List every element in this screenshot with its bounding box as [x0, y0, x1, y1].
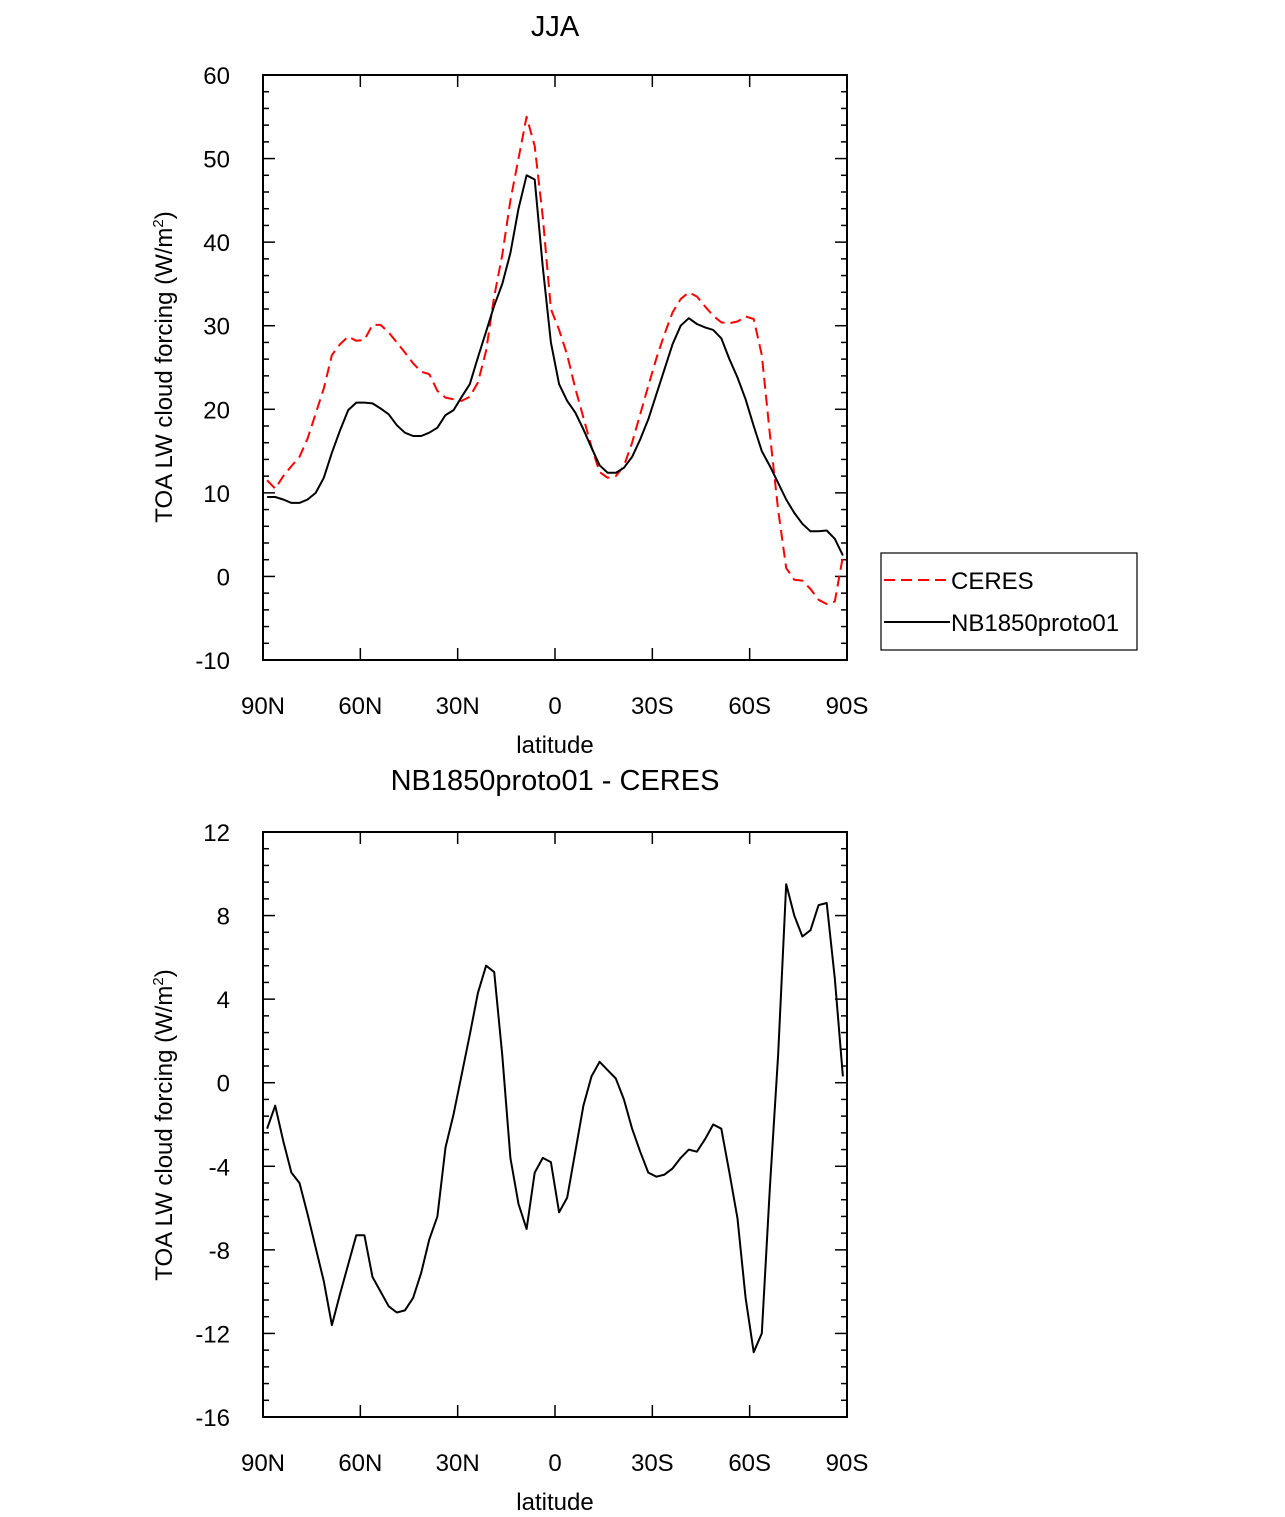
- legend-label-model: NB1850proto01: [951, 610, 1119, 637]
- x-tick-label: 90S: [826, 1450, 869, 1477]
- y-tick-label: -12: [195, 1321, 230, 1348]
- panel-difference: NB1850proto01 - CERES latitude TOA LW cl…: [150, 765, 868, 1516]
- x-axis-label: latitude: [516, 1489, 593, 1516]
- y-tick-label: 20: [203, 397, 230, 424]
- x-tick-label: 90N: [241, 693, 285, 720]
- y-tick-label: -16: [195, 1405, 230, 1432]
- x-tick-label: 30S: [631, 1450, 674, 1477]
- y-tick-label: 40: [203, 230, 230, 257]
- x-axis-label: latitude: [516, 732, 593, 759]
- x-tick-label: 0: [548, 1450, 561, 1477]
- y-tick-label: -10: [195, 648, 230, 675]
- x-tick-label: 30N: [436, 693, 480, 720]
- y-tick-label: 60: [203, 63, 230, 90]
- y-tick-label: 0: [217, 564, 230, 591]
- x-tick-label: 30S: [631, 693, 674, 720]
- y-tick-label: 0: [217, 1071, 230, 1098]
- series-line-nb1850proto01: [267, 174, 844, 556]
- legend: CERES NB1850proto01: [880, 552, 1138, 651]
- y-tick-label: 8: [217, 904, 230, 931]
- y-tick-label: 50: [203, 147, 230, 174]
- y-axis-label: TOA LW cloud forcing (W/m2): [150, 211, 178, 523]
- plot-frame: [262, 831, 848, 1418]
- y-tick-label: -4: [209, 1154, 230, 1181]
- y-axis-label: TOA LW cloud forcing (W/m2): [150, 969, 178, 1281]
- x-tick-label: 90S: [826, 693, 869, 720]
- x-tick-label: 60S: [728, 693, 771, 720]
- x-tick-label: 60S: [728, 1450, 771, 1477]
- y-tick-label: 4: [217, 987, 230, 1014]
- chart-title: JJA: [531, 11, 580, 43]
- y-tick-label: -8: [209, 1238, 230, 1265]
- legend-label-ceres: CERES: [951, 568, 1034, 595]
- legend-box: [880, 552, 1138, 651]
- y-tick-label: 12: [203, 820, 230, 847]
- x-tick-label: 60N: [338, 1450, 382, 1477]
- x-tick-label: 0: [548, 693, 561, 720]
- panel-jja: JJA latitude TOA LW cloud forcing (W/m2)…: [150, 11, 1138, 759]
- series-line-ceres: [266, 115, 844, 605]
- x-tick-label: 60N: [338, 693, 382, 720]
- series-line-nb1850proto01-ceres: [266, 883, 844, 1354]
- x-tick-label: 30N: [436, 1450, 480, 1477]
- y-tick-label: 10: [203, 481, 230, 508]
- x-tick-label: 90N: [241, 1450, 285, 1477]
- y-tick-label: 30: [203, 314, 230, 341]
- chart-title: NB1850proto01 - CERES: [391, 765, 720, 797]
